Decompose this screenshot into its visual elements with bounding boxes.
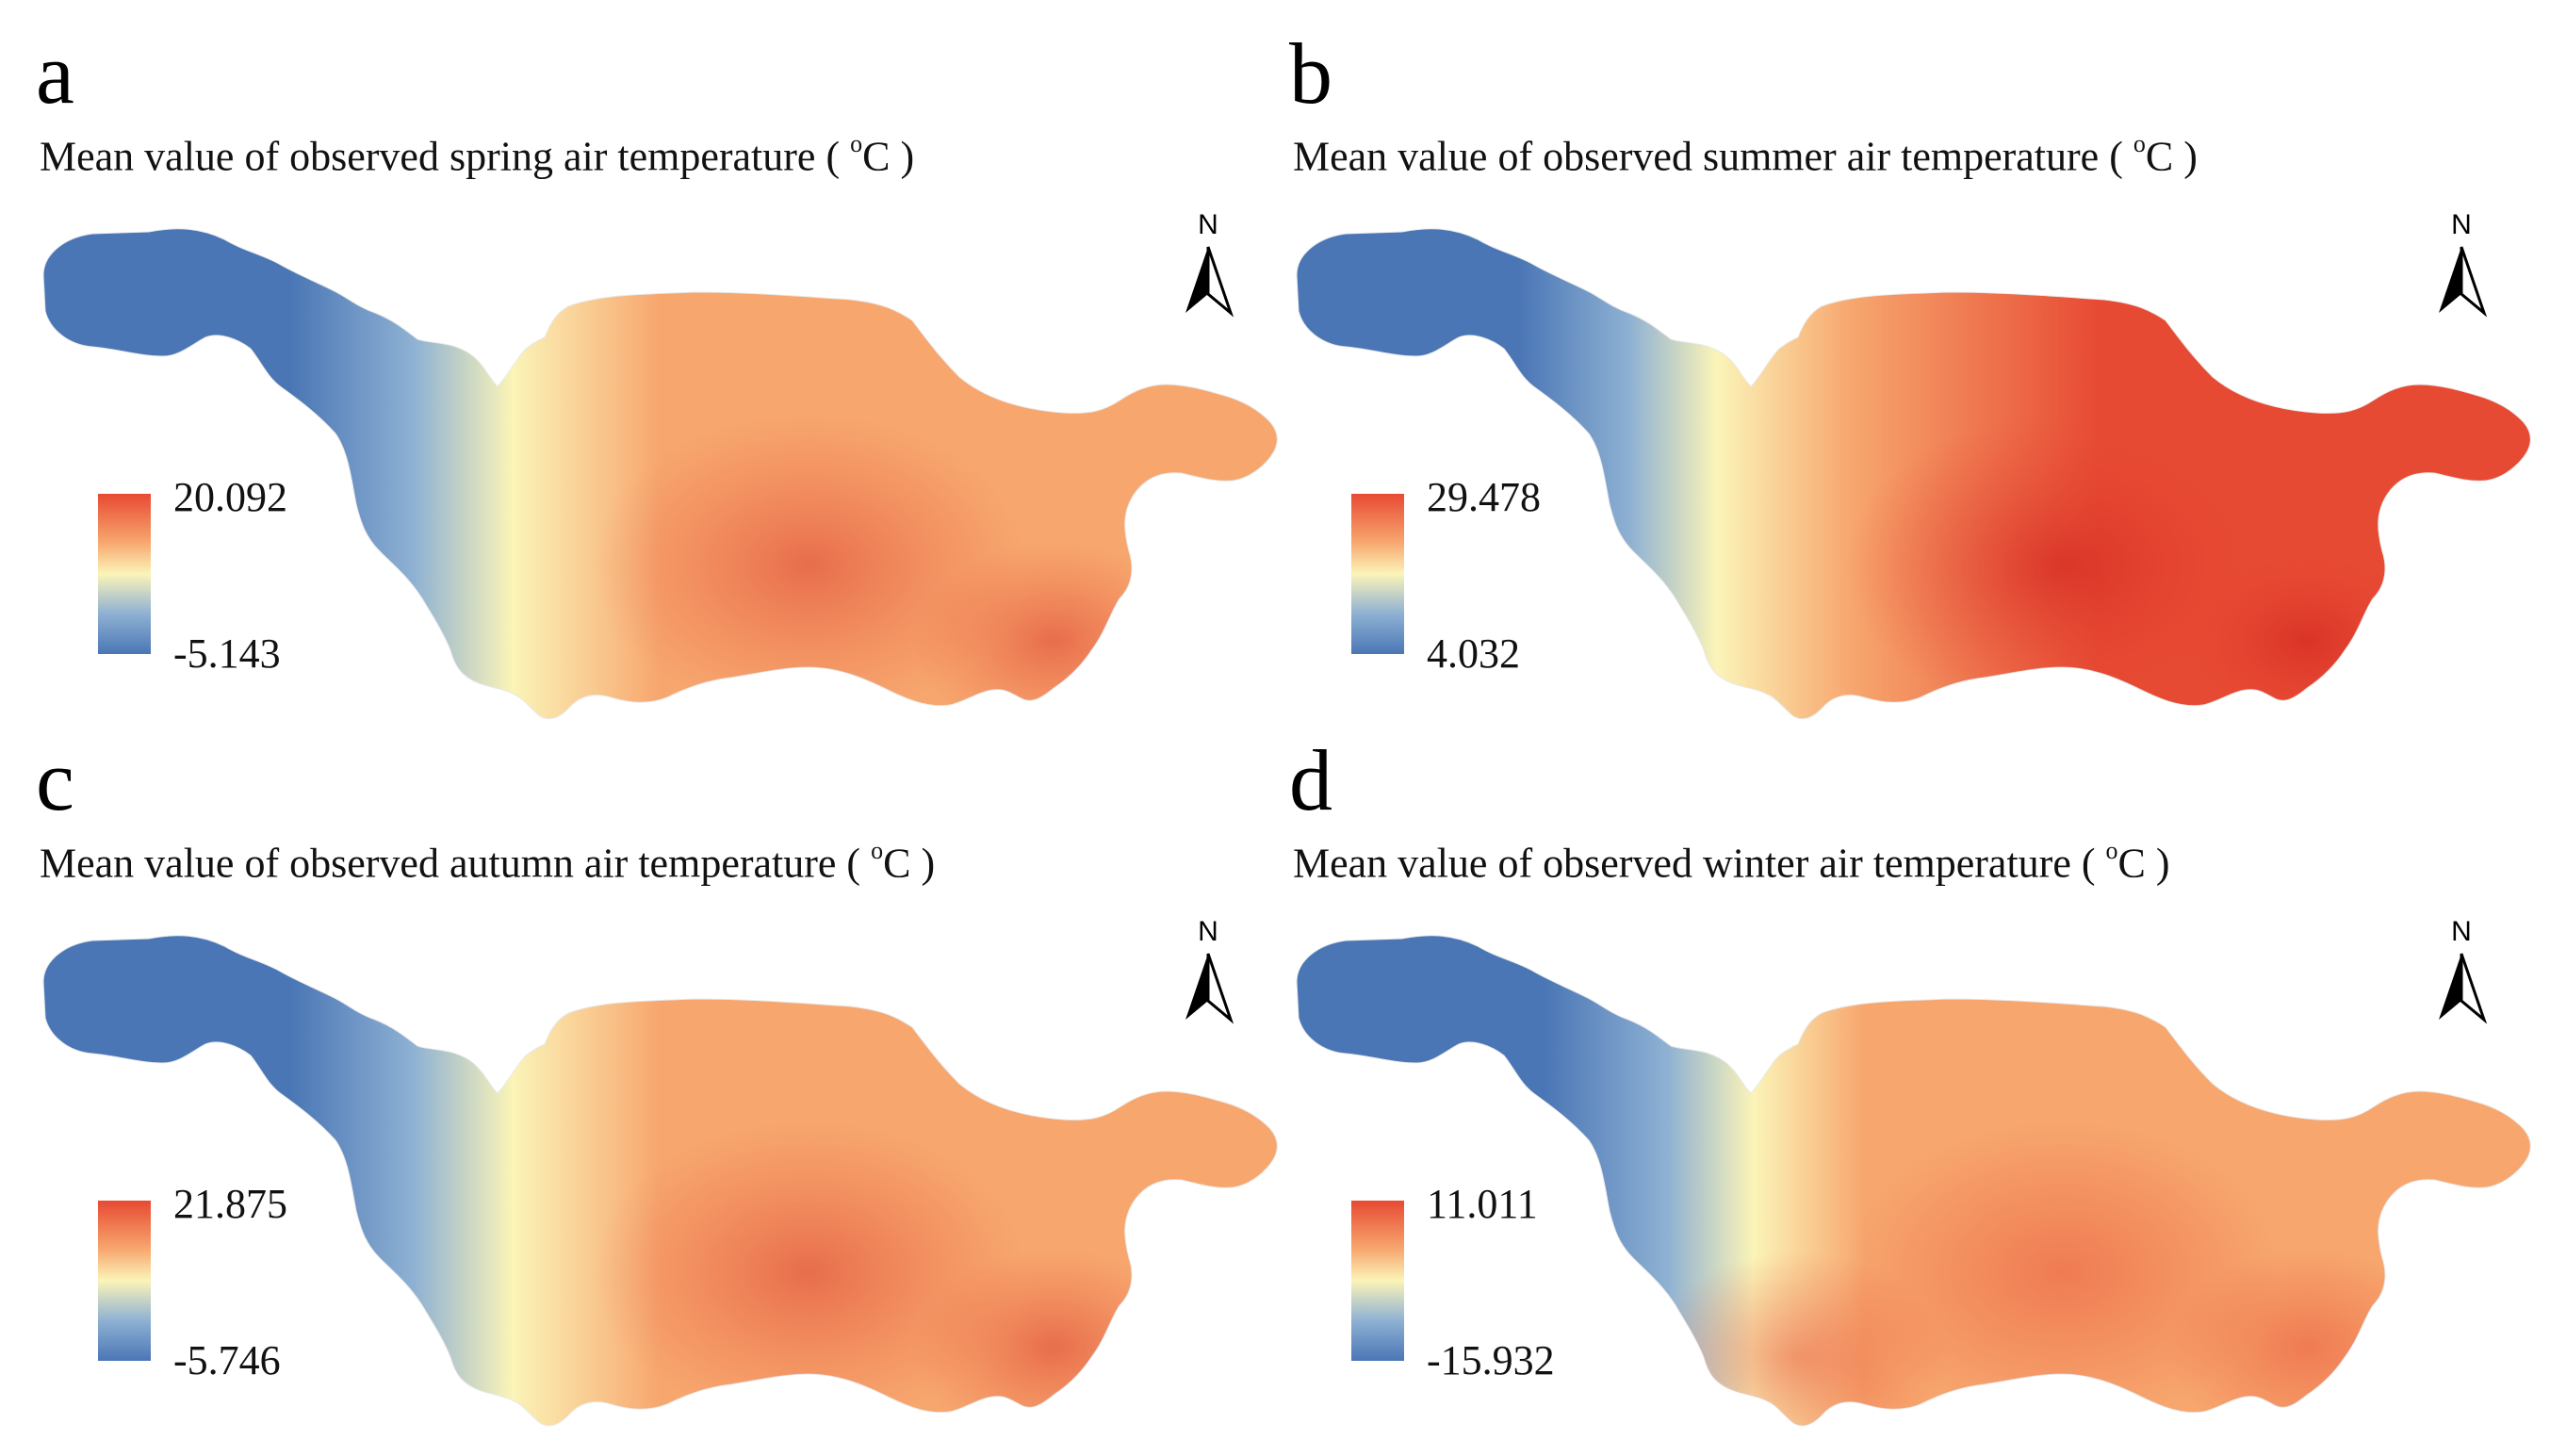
- north-arrow-icon: [1185, 246, 1234, 318]
- title-text: Mean value of observed autumn air temper…: [40, 840, 861, 887]
- warm-hotspots: [592, 414, 1195, 719]
- title-unit: C ): [2145, 133, 2198, 180]
- basin-map: [42, 935, 1278, 1427]
- north-arrow-icon: [1185, 953, 1234, 1024]
- title-text: Mean value of observed winter air temper…: [1293, 840, 2096, 887]
- north-arrow-icon: [2439, 246, 2488, 318]
- legend-color-bar: [98, 494, 151, 654]
- north-label: N: [1198, 209, 1218, 240]
- legend-max-value: 29.478: [1427, 474, 1541, 520]
- legend-gradient: [1351, 494, 1404, 654]
- title-unit: C ): [862, 133, 915, 180]
- legend-gradient: [98, 494, 151, 654]
- panel-letter: b: [1289, 25, 1332, 122]
- panel-title: Mean value of observed spring air temper…: [40, 132, 915, 180]
- hotspot: [592, 1121, 1025, 1424]
- legend-min-value: -5.143: [173, 630, 281, 677]
- legend-color-bar: [98, 1201, 151, 1361]
- degree-sup: o: [2133, 130, 2146, 157]
- north-arrow-icon: [2439, 953, 2488, 1024]
- degree-sup: o: [850, 130, 863, 157]
- panel-c: c Mean value of observed autumn air temp…: [36, 737, 1299, 1442]
- panel-letter: a: [36, 25, 74, 122]
- north-arrow-right: [2460, 953, 2488, 1024]
- degree-sup: o: [871, 837, 884, 864]
- basin-map: [1296, 228, 2531, 720]
- panel-a: a Mean value of observed spring air temp…: [36, 30, 1299, 735]
- title-text: Mean value of observed summer air temper…: [1293, 133, 2123, 180]
- north-arrow-left: [1185, 954, 1208, 1020]
- north-label: N: [2451, 916, 2472, 947]
- degree-sup: o: [2105, 837, 2118, 864]
- legend-max-value: 11.011: [1427, 1181, 1538, 1227]
- north-label: N: [1198, 916, 1218, 947]
- title-unit: C ): [2117, 840, 2170, 887]
- north-arrow-left: [2439, 247, 2461, 313]
- north-arrow-left: [2439, 954, 2461, 1020]
- legend-gradient: [1351, 1201, 1404, 1361]
- legend-max-value: 20.092: [173, 474, 287, 520]
- hotspot: [592, 414, 1025, 717]
- title-unit: C ): [883, 840, 936, 887]
- north-arrow-right: [1206, 246, 1234, 318]
- legend-min-value: -15.932: [1427, 1337, 1555, 1383]
- panel-title: Mean value of observed winter air temper…: [1293, 839, 2170, 887]
- panel-title: Mean value of observed summer air temper…: [1293, 132, 2198, 180]
- legend-gradient: [98, 1201, 151, 1361]
- north-label: N: [2451, 209, 2472, 240]
- legend-color-bar: [1351, 494, 1404, 654]
- north-arrow-right: [2460, 246, 2488, 318]
- north-arrow-left: [1185, 247, 1208, 313]
- panel-d: d Mean value of observed winter air temp…: [1289, 737, 2550, 1442]
- basin-map: [1296, 935, 2531, 1427]
- legend-max-value: 21.875: [173, 1181, 287, 1227]
- panel-letter: c: [36, 732, 74, 828]
- legend-min-value: -5.746: [173, 1337, 281, 1383]
- legend-min-value: 4.032: [1427, 630, 1520, 677]
- legend-color-bar: [1351, 1201, 1404, 1361]
- panel-b: b Mean value of observed summer air temp…: [1289, 30, 2550, 735]
- hotspot: [1845, 1121, 2279, 1424]
- panel-title: Mean value of observed autumn air temper…: [40, 839, 936, 887]
- basin-map: [42, 228, 1278, 720]
- panel-letter: d: [1289, 732, 1332, 828]
- title-text: Mean value of observed spring air temper…: [40, 133, 841, 180]
- hotspot: [1845, 414, 2279, 717]
- north-arrow-right: [1206, 953, 1234, 1024]
